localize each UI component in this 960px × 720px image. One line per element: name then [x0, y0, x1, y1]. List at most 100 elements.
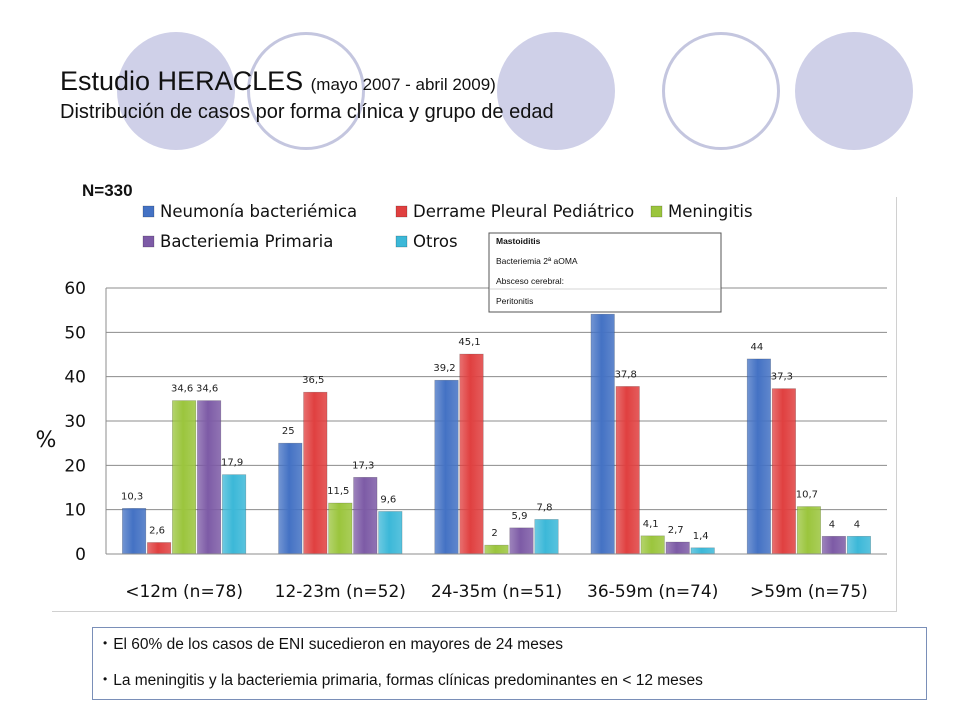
decorative-circle-4 [662, 32, 780, 150]
data-label: 1,4 [693, 531, 709, 542]
data-label: 34,6 [171, 384, 193, 395]
data-label: 11,5 [327, 486, 349, 497]
legend-label: Derrame Pleural Pediátrico [413, 202, 634, 221]
data-label: 34,6 [196, 384, 218, 395]
annotation-box: Mastoiditis Bacteriemia 2ª aOMA Absceso ce… [488, 232, 722, 313]
legend-swatch [395, 235, 408, 248]
bar-3-4 [640, 535, 665, 555]
page-title: Estudio HERACLES (mayo 2007 - abril 2009… [60, 66, 554, 97]
bullet-dot: • [103, 636, 108, 650]
decorative-circle-1 [117, 32, 235, 150]
bar-2-3 [459, 353, 484, 555]
data-label: 2 [491, 528, 497, 539]
annotation-title: Mastoiditis [496, 236, 541, 246]
data-label: 4,1 [643, 519, 659, 530]
bar-3-2 [328, 502, 353, 555]
bar-1-5 [746, 358, 771, 555]
legend-label: Otros [413, 232, 458, 251]
legend: Neumonía bacteriémica Derrame Pleural Ped… [142, 202, 753, 251]
legend-label: Meningitis [668, 202, 753, 221]
data-label: 39,2 [433, 363, 455, 374]
bar-2-4 [615, 386, 640, 555]
bar-5-4 [690, 547, 715, 555]
annotation-item: Absceso cerebral: [496, 276, 564, 286]
legend-label: Neumonía bacteriémica [160, 202, 357, 221]
legend-label: Bacteriemia Primaria [160, 232, 333, 251]
data-label: 17,3 [352, 460, 374, 471]
y-tick-label: 50 [64, 323, 86, 343]
data-label: 2,6 [149, 525, 165, 536]
data-label: 4 [854, 519, 860, 530]
data-label: 10,7 [796, 490, 818, 501]
bar-2-5 [771, 388, 796, 555]
data-label: 45,1 [458, 337, 480, 348]
bar-2-1 [147, 542, 172, 555]
bar-1-3 [434, 379, 459, 555]
x-tick-label: >59m (n=75) [750, 582, 868, 602]
bar-1-4 [590, 313, 615, 555]
y-tick-label: 0 [75, 545, 86, 565]
bullet-dot: • [103, 672, 108, 686]
note-text-1: El 60% de los casos de ENI sucedieron en… [113, 636, 563, 653]
x-tick-label: 24-35m (n=51) [431, 582, 562, 602]
x-tick-label: <12m (n=78) [125, 582, 243, 602]
data-label: 25 [282, 426, 295, 437]
x-tick-label: 36-59m (n=74) [587, 582, 718, 602]
bar-3-1 [172, 400, 197, 555]
bar-3-5 [796, 506, 821, 555]
bar-4-2 [353, 477, 378, 555]
data-label: 17,9 [221, 458, 243, 469]
title-main-text: Estudio HERACLES [60, 66, 304, 96]
title-block: Estudio HERACLES (mayo 2007 - abril 2009… [60, 66, 554, 124]
data-label: 2,7 [668, 525, 684, 536]
bar-5-5 [846, 535, 871, 555]
bar-5-3 [534, 519, 559, 555]
bar-4-1 [197, 400, 222, 555]
bar-3-3 [484, 544, 509, 555]
data-label: 10,3 [121, 491, 143, 502]
y-tick-label: 40 [64, 368, 86, 388]
decorative-circle-2 [247, 32, 365, 150]
bar-4-4 [665, 541, 690, 555]
note-text-2: La meningitis y la bacteriemia primaria,… [113, 672, 703, 689]
decorative-circle-3 [497, 32, 615, 150]
bar-5-2 [378, 511, 403, 555]
y-tick-label: 20 [64, 456, 86, 476]
data-label: 36,5 [302, 375, 324, 386]
data-label: 37,3 [771, 372, 793, 383]
chart-frame [52, 197, 897, 612]
y-tick-label: 10 [64, 501, 86, 521]
note-bullet-1: • El 60% de los casos de ENI sucedieron e… [103, 636, 563, 654]
bar-4-3 [509, 527, 534, 555]
legend-swatch [650, 205, 663, 218]
data-label: 37,8 [615, 369, 637, 380]
bar-1-2 [278, 442, 303, 555]
legend-swatch [395, 205, 408, 218]
y-tick-label: 60 [64, 279, 86, 299]
legend-swatch [142, 205, 155, 218]
decorative-circle-5 [795, 32, 913, 150]
page-subtitle: Distribución de casos por forma clínica … [60, 101, 554, 123]
data-label: 9,6 [380, 494, 396, 505]
data-label: 4 [829, 519, 835, 530]
y-axis-label: % [36, 428, 57, 453]
notes-box: • El 60% de los casos de ENI sucedieron e… [92, 627, 927, 700]
x-tick-label: 12-23m (n=52) [275, 582, 406, 602]
annotation-item: Peritonitis [496, 296, 533, 306]
annotation-frame [488, 232, 722, 313]
bar-5-1 [222, 474, 247, 555]
data-label: 44 [751, 342, 764, 353]
note-bullet-2: • La meningitis y la bacteriemia primaria… [103, 672, 703, 690]
title-period: (mayo 2007 - abril 2009) [310, 75, 496, 94]
bar-layer [122, 313, 871, 555]
bar-4-5 [821, 535, 846, 555]
y-tick-label: 30 [64, 412, 86, 432]
bar-1-1 [122, 508, 147, 555]
data-label: 5,9 [512, 511, 528, 522]
annotation-item: Bacteriemia 2ª aOMA [496, 256, 578, 266]
data-label: 7,8 [537, 502, 553, 513]
legend-swatch [142, 235, 155, 248]
sample-size-label: N=330 [82, 181, 133, 200]
